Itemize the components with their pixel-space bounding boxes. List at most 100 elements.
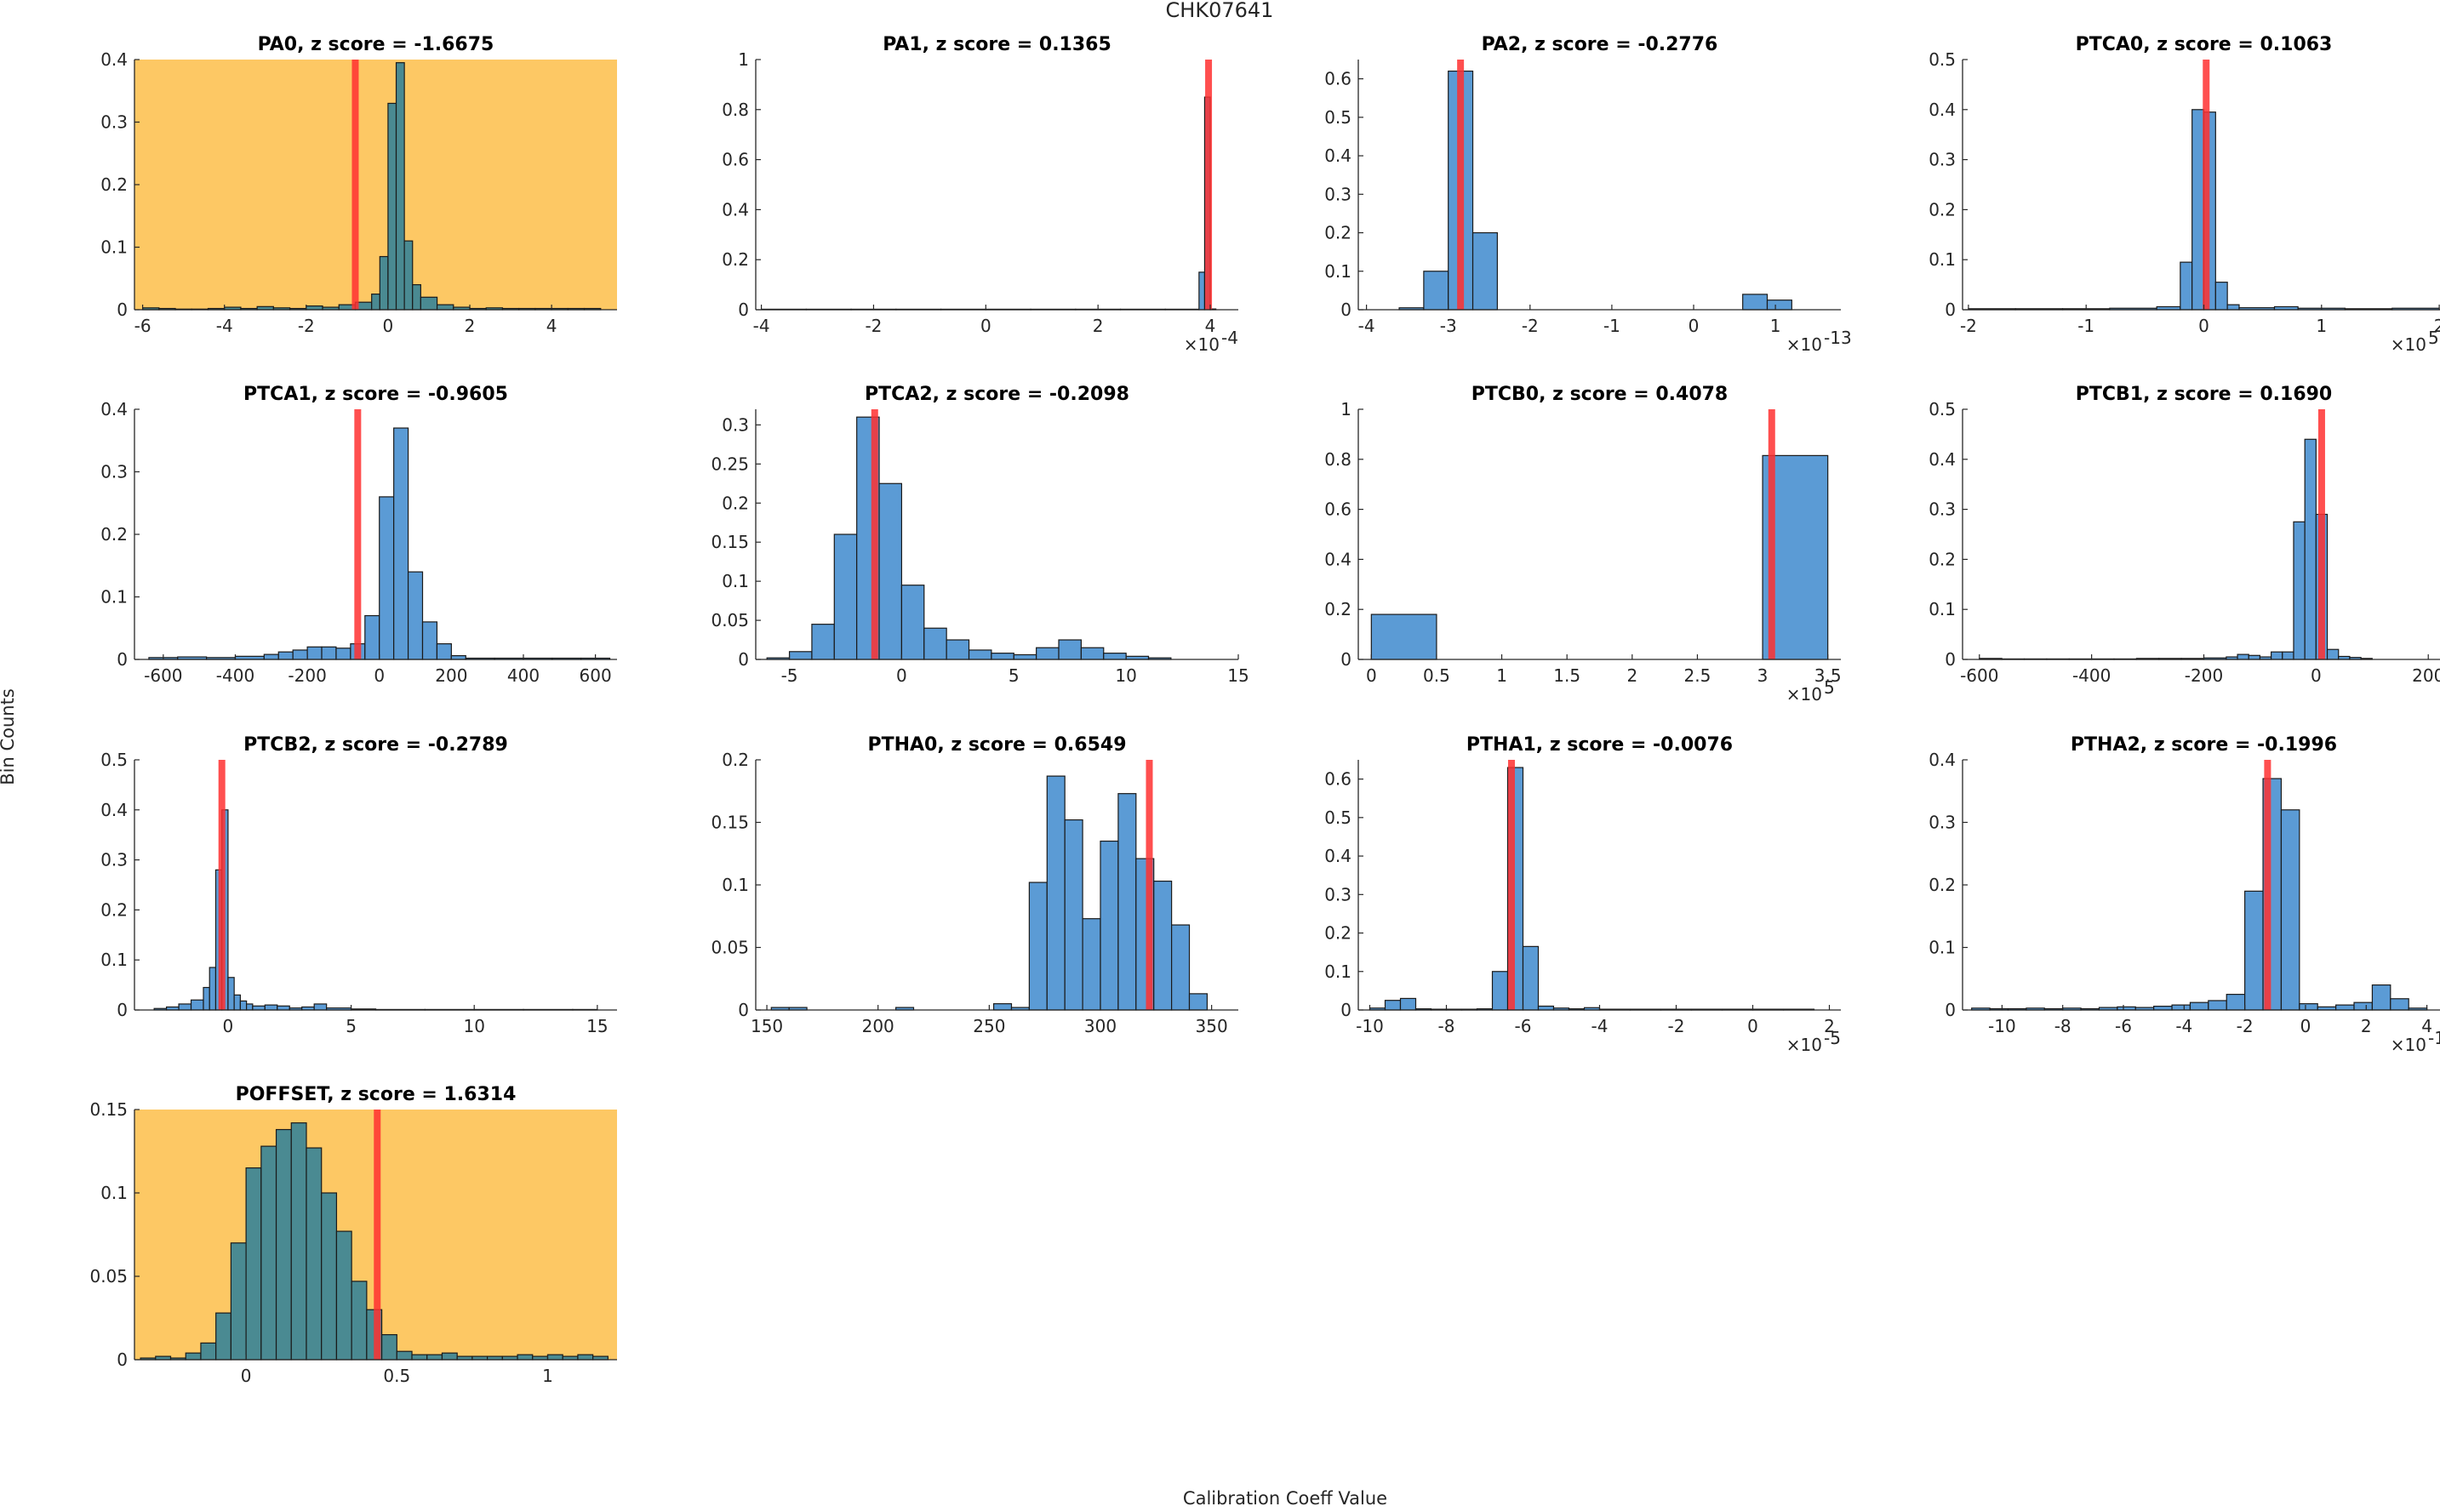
panel-title: PA2, z score = -0.2776	[1482, 34, 1718, 55]
x-tick-label: 5	[346, 1016, 357, 1036]
y-tick-label: 0.4	[1929, 100, 1956, 120]
histogram-bar	[2153, 1005, 2173, 1011]
histogram-bar	[264, 1004, 278, 1011]
y-tick-label: 0.2	[1324, 599, 1351, 619]
x-tick-label: 2	[1626, 665, 1637, 686]
histogram-bar	[275, 1128, 292, 1361]
histogram-bar	[2304, 438, 2317, 660]
x-tick-label: 2	[1824, 1016, 1835, 1036]
histogram-bar	[239, 1000, 248, 1011]
x-tick-label: 4	[2421, 1016, 2432, 1036]
x-tick-label: 3.5	[1814, 665, 1842, 686]
x-exponent-label: ×10	[1786, 334, 1822, 355]
x-tick-label: 15	[586, 1016, 608, 1036]
histogram-bar	[371, 294, 380, 311]
x-exponent-power: -13	[1824, 328, 1852, 348]
histogram-bar	[421, 621, 438, 660]
x-tick-label: 250	[973, 1016, 1005, 1036]
x-tick-label: 0	[980, 316, 991, 336]
x-exponent-label: ×10	[2391, 334, 2426, 355]
histogram-bar	[1171, 924, 1191, 1011]
current-value-marker	[2317, 409, 2325, 659]
panel-title: PA1, z score = 0.1365	[883, 34, 1111, 55]
x-tick-label: -600	[1960, 665, 1998, 686]
x-exponent-power: -5	[1824, 1028, 1841, 1048]
histogram-bar	[968, 649, 992, 660]
histogram-bar	[2353, 1001, 2374, 1011]
x-tick-label: 200	[435, 665, 467, 686]
y-tick-label: 0.25	[711, 454, 749, 474]
y-tick-label: 0.3	[1929, 499, 1956, 520]
x-tick-label: -200	[288, 665, 326, 686]
histogram-bar	[411, 1354, 428, 1361]
histogram-bar	[215, 1312, 231, 1361]
y-tick-label: 1	[738, 49, 749, 70]
x-tick-label: 400	[507, 665, 540, 686]
y-tick-label: 0.4	[1324, 549, 1351, 569]
y-tick-label: 0.1	[722, 875, 749, 895]
y-tick-label: 0	[738, 649, 749, 670]
histogram-bar	[1198, 271, 1206, 311]
y-tick-label: 0.2	[1929, 549, 1956, 569]
x-tick-label: -4	[1591, 1016, 1609, 1036]
x-tick-label: 10	[1115, 665, 1136, 686]
x-tick-label: 150	[751, 1016, 783, 1036]
histogram-bar	[2280, 809, 2300, 1011]
x-tick-label: -2	[1668, 1016, 1685, 1036]
x-tick-label: 350	[1196, 1016, 1228, 1036]
histogram-bar	[230, 1242, 247, 1361]
current-value-marker	[351, 60, 359, 310]
y-tick-label: 0.15	[89, 1099, 128, 1120]
y-tick-label: 0.6	[1324, 69, 1351, 89]
y-tick-label: 0.1	[100, 237, 128, 258]
x-tick-label: -4	[2175, 1016, 2192, 1036]
x-tick-label: 1	[1770, 316, 1781, 336]
histogram-bar	[313, 1003, 328, 1011]
histogram-panel: 0 0.05 0.1 0.15 0.2 0.25 0.3 -5 0 5 10 15 PTCA2, z s…	[711, 384, 1249, 686]
y-tick-label: 0.05	[711, 610, 749, 630]
histogram-bar	[277, 1005, 290, 1011]
y-tick-label: 0	[1340, 300, 1351, 320]
current-value-marker	[2203, 60, 2210, 310]
histogram-bar	[2299, 1003, 2318, 1011]
histogram-bar	[1153, 880, 1173, 1011]
x-tick-label: -6	[2115, 1016, 2132, 1036]
y-tick-label: 0.2	[722, 493, 749, 513]
y-tick-label: 0.05	[89, 1266, 128, 1287]
histogram-panel: 0 0.2 0.4 0.6 0.8 1 0 0.5 1 1.5 2 2.5 3 3.5×10 5 PTCB0,…	[1324, 384, 1841, 705]
y-tick-label: 0.4	[1929, 449, 1956, 470]
x-tick-label: 0	[2300, 1016, 2311, 1036]
histogram-bar	[185, 1352, 202, 1361]
x-tick-label: 15	[1227, 665, 1249, 686]
y-tick-label: 0.1	[1929, 938, 1956, 958]
y-tick-label: 0.8	[722, 100, 749, 120]
histogram-bar	[833, 533, 858, 660]
current-value-marker	[354, 409, 362, 659]
x-tick-label: -200	[2185, 665, 2223, 686]
y-tick-label: 0.4	[1324, 145, 1351, 166]
histogram-bar	[407, 571, 424, 660]
x-tick-label: -8	[1438, 1016, 1455, 1036]
y-tick-label: 0	[1340, 649, 1351, 670]
histogram-panel: 0 0.1 0.2 0.3 0.4 0.5 -2 -1 0 1 2 ×10 5 PTCA0, z scor…	[1929, 34, 2440, 355]
histogram-bar	[426, 1354, 443, 1361]
histogram-panel: 0 0.1 0.2 0.3 0.4 -600 -400 -200 0 200 400 600 PTCA1…	[100, 384, 617, 686]
x-tick-label: 2	[1093, 316, 1104, 336]
x-tick-label: -1	[2077, 316, 2094, 336]
x-tick-label: 200	[2412, 665, 2440, 686]
histogram-bar	[2248, 654, 2261, 660]
x-exponent-power: 5	[1824, 677, 1835, 698]
figure-xlabel: Calibration Coeff Value	[1183, 1488, 1387, 1509]
histogram-panel: 0 0.05 0.1 0.15 0 0.5 1 POFFSET, z score = 1.63…	[89, 1084, 617, 1386]
x-tick-label: -5	[781, 665, 798, 686]
y-tick-label: 0.1	[1929, 599, 1956, 619]
histogram-bar	[450, 654, 466, 660]
histogram-bar	[379, 255, 389, 311]
histogram-bar	[1384, 1000, 1402, 1011]
x-tick-label: 1	[2316, 316, 2327, 336]
y-tick-label: 0.5	[1324, 807, 1351, 828]
y-tick-label: 0.2	[1929, 199, 1956, 220]
x-tick-label: 2	[465, 316, 476, 336]
current-value-marker	[218, 760, 226, 1010]
panel-title: PTCA1, z score = -0.9605	[243, 384, 508, 405]
